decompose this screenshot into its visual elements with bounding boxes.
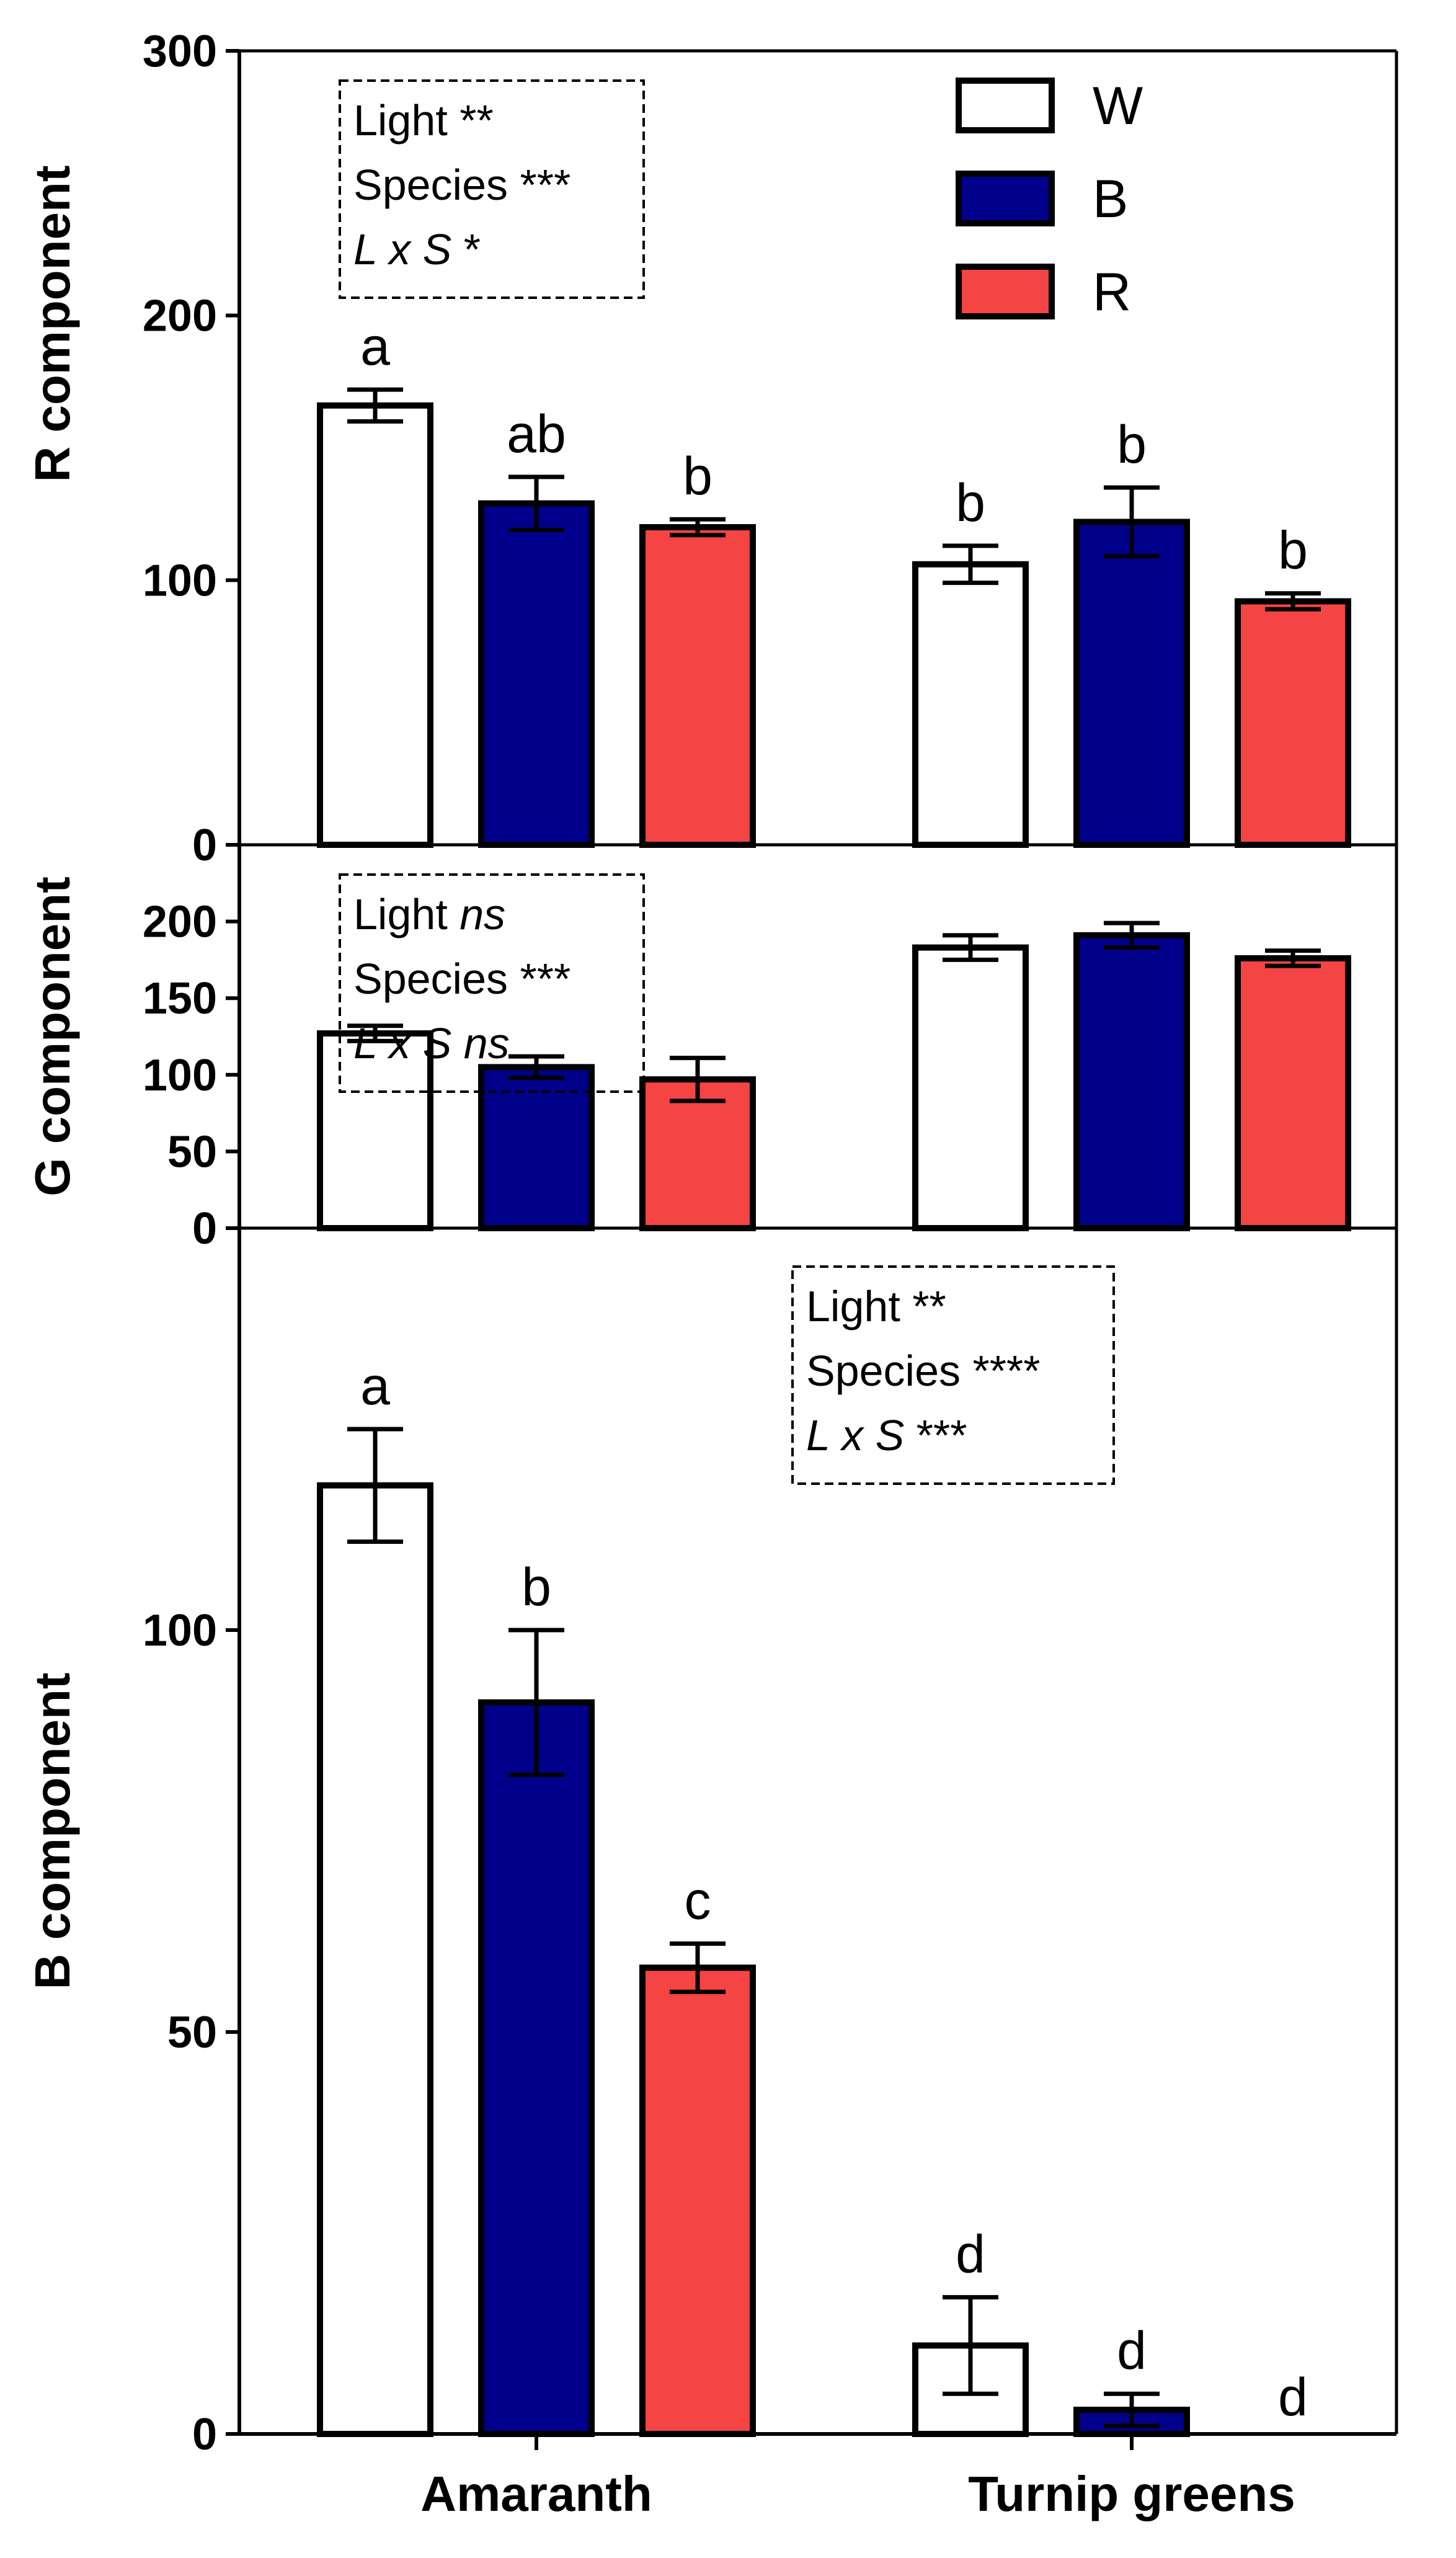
bar xyxy=(317,402,433,848)
stats-box xyxy=(791,1265,1115,1485)
y-tick-label: 300 xyxy=(143,27,217,76)
y-tick-label: 150 xyxy=(143,974,217,1023)
stats-factor: L x S xyxy=(353,1019,451,1067)
stats-factor: L x S xyxy=(353,225,451,274)
stats-box xyxy=(339,79,645,299)
bar xyxy=(1235,955,1351,1231)
stats-line: Species **** xyxy=(806,1347,1040,1395)
bar xyxy=(317,1482,433,2437)
y-tick-label: 50 xyxy=(167,1127,217,1177)
stats-factor: Species xyxy=(353,161,508,209)
y-tick-label: 0 xyxy=(192,1204,217,1254)
stats-line: L x S *** xyxy=(806,1411,967,1459)
stats-line: Light ** xyxy=(353,96,494,145)
bar xyxy=(912,561,1029,848)
stats-significance: *** xyxy=(917,1411,967,1459)
significance-letter: a xyxy=(360,317,390,377)
y-tick-label: 100 xyxy=(143,1051,217,1100)
y-tick-label: 200 xyxy=(143,292,217,341)
significance-letter: c xyxy=(685,1871,711,1930)
bar xyxy=(478,1699,595,2437)
significance-letter: d xyxy=(1278,2368,1308,2427)
significance-letter: b xyxy=(1278,521,1308,581)
stats-factor: Species xyxy=(353,955,508,1003)
significance-letter: d xyxy=(956,2225,985,2284)
significance-letter: b xyxy=(683,447,712,506)
stats-significance: **** xyxy=(973,1347,1041,1395)
bar xyxy=(1235,598,1351,848)
stats-factor: Light xyxy=(353,890,448,938)
stats-factor: Light xyxy=(806,1282,900,1330)
y-axis-label: R component xyxy=(25,165,80,482)
significance-letter: d xyxy=(1117,2321,1147,2381)
significance-letter: b xyxy=(1117,415,1147,475)
y-axis-label: B component xyxy=(25,1672,80,1989)
y-axis-label: G component xyxy=(25,876,80,1197)
y-tick-label: 200 xyxy=(143,898,217,947)
stats-factor: Species xyxy=(806,1347,961,1395)
legend-swatch xyxy=(956,171,1055,226)
bar xyxy=(912,944,1029,1232)
stats-line: Species *** xyxy=(353,955,570,1003)
legend-label: B xyxy=(1093,169,1128,229)
bar xyxy=(1073,519,1190,848)
significance-letter: b xyxy=(956,473,985,533)
legend-label: W xyxy=(1093,76,1143,136)
stats-significance: ns xyxy=(464,1019,510,1067)
stats-significance: ns xyxy=(459,890,505,938)
bar xyxy=(317,1030,433,1232)
stats-factor: L x S xyxy=(806,1411,904,1459)
stats-line: Species *** xyxy=(353,161,570,209)
bar xyxy=(639,1076,756,1231)
x-category-label: Amaranth xyxy=(420,2466,652,2521)
y-tick-label: 0 xyxy=(192,821,217,870)
stats-box xyxy=(339,873,645,1093)
y-tick-label: 50 xyxy=(167,2008,217,2057)
stats-significance: *** xyxy=(520,955,571,1003)
stats-line: Light ns xyxy=(353,890,505,938)
x-category-label: Turnip greens xyxy=(968,2466,1295,2521)
stats-line: L x S ns xyxy=(353,1019,510,1067)
stats-factor: Light xyxy=(353,96,448,145)
bar xyxy=(478,500,595,848)
stats-significance: ** xyxy=(459,96,493,145)
bar xyxy=(639,1964,756,2438)
stats-significance: * xyxy=(464,225,481,274)
significance-letter: ab xyxy=(507,404,566,464)
stats-line: Light ** xyxy=(806,1282,946,1330)
y-tick-label: 0 xyxy=(192,2410,217,2459)
legend-swatch xyxy=(956,78,1055,133)
bar xyxy=(639,524,756,848)
significance-letter: b xyxy=(522,1558,551,1617)
stats-significance: ** xyxy=(912,1282,946,1330)
legend-swatch xyxy=(956,264,1055,319)
y-tick-label: 100 xyxy=(143,556,217,605)
significance-letter: a xyxy=(360,1357,390,1416)
stats-significance: *** xyxy=(520,161,571,209)
stats-line: L x S * xyxy=(353,225,481,274)
legend-label: R xyxy=(1093,262,1131,322)
bar xyxy=(1073,932,1190,1232)
y-tick-label: 100 xyxy=(143,1606,217,1656)
